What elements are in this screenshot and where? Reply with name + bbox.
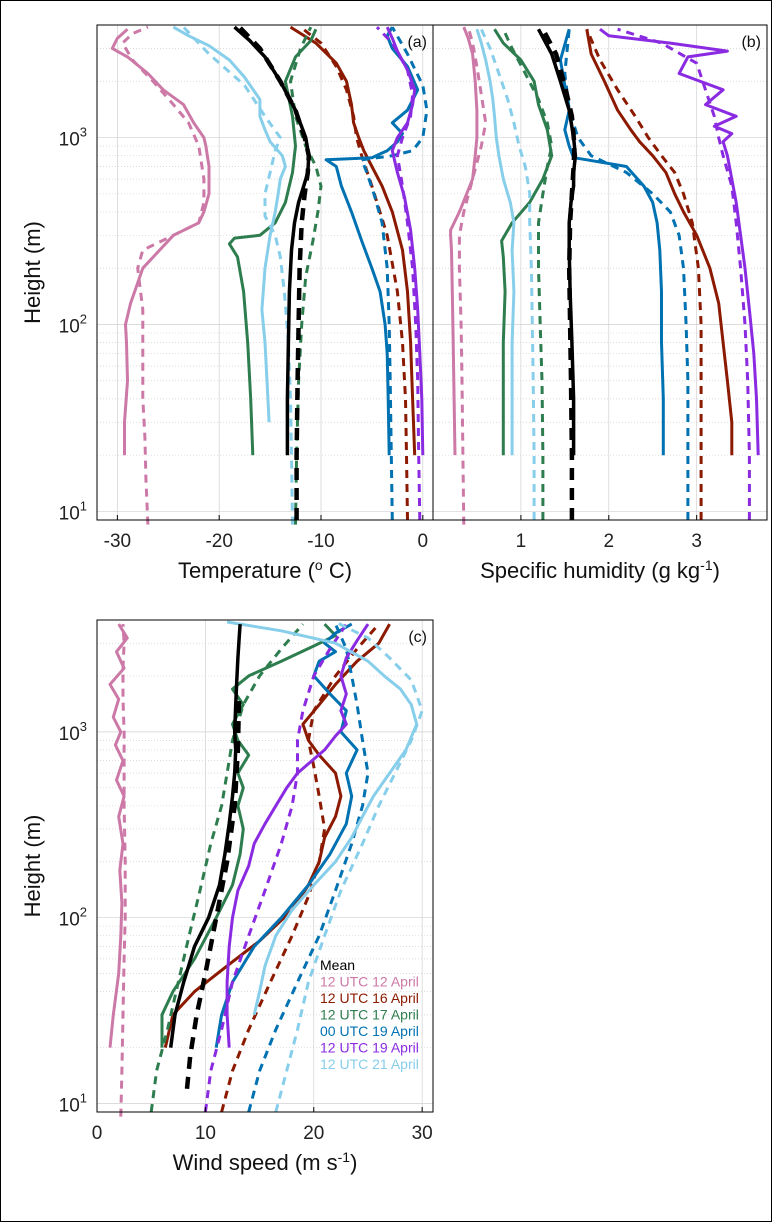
plot-area-border: [96, 619, 434, 1113]
series-line-12-utc-17-april-dashed: [289, 26, 323, 525]
y-tick-label: 101: [59, 498, 87, 524]
y-tick-label: 103: [59, 719, 87, 745]
x-tick-label: 0: [92, 1123, 103, 1144]
x-tick-label: -30: [104, 531, 131, 552]
series-line-00-utc-19-april-solid: [558, 28, 665, 456]
legend-entry-12-utc-19-april: 12 UTC 19 April: [320, 1040, 419, 1056]
x-tick-label: 20: [303, 1123, 324, 1144]
series-line-00-utc-19-april-dashed: [360, 26, 429, 521]
series-line-12-utc-19-april-solid: [599, 28, 760, 456]
series-line-12-utc-16-april-solid: [289, 25, 417, 456]
series-line-12-utc-12-april-solid: [108, 623, 129, 1048]
panel-temperature: (a) -30 -20 -10 0 101 102 103 Temperature (o C…: [20, 24, 434, 583]
x-axis-label: Temperature (o C): [178, 557, 352, 583]
series-line-12-utc-19-april-solid: [385, 26, 425, 456]
series-line-12-utc-21-april-dashed: [182, 26, 294, 525]
y-tick-label: 102: [59, 905, 87, 931]
x-tick-label: 3: [691, 531, 702, 552]
x-tick-label: 1: [516, 531, 527, 552]
x-tick-label: 30: [412, 1123, 433, 1144]
series-line-12-utc-12-april-dashed: [119, 624, 127, 1117]
x-axis-label: Wind speed (m s-1): [173, 1149, 358, 1175]
y-axis-label: Height (m): [20, 221, 45, 324]
series-line-12-utc-17-april-solid: [493, 28, 554, 456]
y-axis-label: Height (m): [20, 815, 45, 918]
series-line-00-utc-19-april-dashed: [247, 623, 370, 1113]
series-line-12-utc-17-april-dashed: [149, 623, 305, 1113]
series-line-12-utc-19-april-dashed: [617, 27, 751, 520]
series-line-12-utc-19-april-dashed: [375, 26, 422, 521]
series-line-12-utc-21-april-dashed: [274, 620, 424, 1113]
y-tick-label: 102: [59, 311, 87, 337]
panel-specific-humidity: (b) 1 2 3 Specific humidity (g kg-1): [432, 24, 768, 583]
series-line-mean-dashed: [540, 28, 577, 520]
series-line-12-utc-17-april-dashed: [501, 28, 554, 520]
legend-entry-12-utc-21-april: 12 UTC 21 April: [320, 1056, 419, 1072]
series-line-12-utc-12-april-dashed: [121, 25, 206, 525]
y-tick-label: 101: [59, 1090, 87, 1116]
x-tick-label: -20: [205, 531, 232, 552]
series-line-mean-dashed: [184, 699, 242, 1090]
legend-entry-12-utc-17-april: 12 UTC 17 April: [320, 1007, 419, 1023]
legend-entry-mean: Mean: [320, 957, 355, 973]
legend-entry-00-utc-19-april: 00 UTC 19 April: [320, 1023, 419, 1039]
x-axis-label: Specific humidity (g kg-1): [480, 557, 720, 583]
series-line-12-utc-21-april-solid: [226, 620, 419, 1016]
x-tick-label: 2: [604, 531, 615, 552]
series-line-12-utc-12-april-solid: [110, 28, 211, 456]
panel-label: (c): [408, 629, 427, 646]
series-line-12-utc-12-april-dashed: [457, 26, 488, 525]
panel-label: (a): [407, 34, 427, 51]
plot-area-border: [432, 24, 768, 521]
series-line-12-utc-16-april-dashed: [585, 28, 703, 520]
series-line-12-utc-16-april-solid: [163, 623, 391, 1048]
legend-entry-12-utc-16-april: 12 UTC 16 April: [320, 990, 419, 1006]
series-line-mean-solid: [168, 623, 242, 1048]
series-line-mean-dashed: [237, 25, 312, 520]
x-tick-label: 0: [418, 531, 429, 552]
series-line-00-utc-19-april-solid: [214, 622, 359, 1048]
series-line-12-utc-21-april-solid: [172, 25, 287, 423]
series-line-12-utc-12-april-solid: [449, 26, 479, 456]
panel-label: (b): [741, 34, 761, 51]
series-line-12-utc-21-april-dashed: [479, 28, 536, 520]
series-line-12-utc-21-april-solid: [475, 28, 516, 456]
x-tick-label: -10: [307, 531, 334, 552]
series-line-00-utc-19-april-solid: [324, 26, 420, 456]
series-line-12-utc-17-april-solid: [227, 28, 318, 456]
x-tick-label: 10: [195, 1123, 216, 1144]
series-line-12-utc-19-april-dashed: [203, 623, 348, 1113]
y-tick-label: 103: [59, 125, 87, 151]
series-line-mean-solid: [536, 28, 578, 456]
legend-entry-12-utc-12-april: 12 UTC 12 April: [320, 974, 419, 990]
series-line-12-utc-19-april-solid: [225, 623, 370, 1048]
series-line-12-utc-16-april-solid: [585, 28, 734, 456]
